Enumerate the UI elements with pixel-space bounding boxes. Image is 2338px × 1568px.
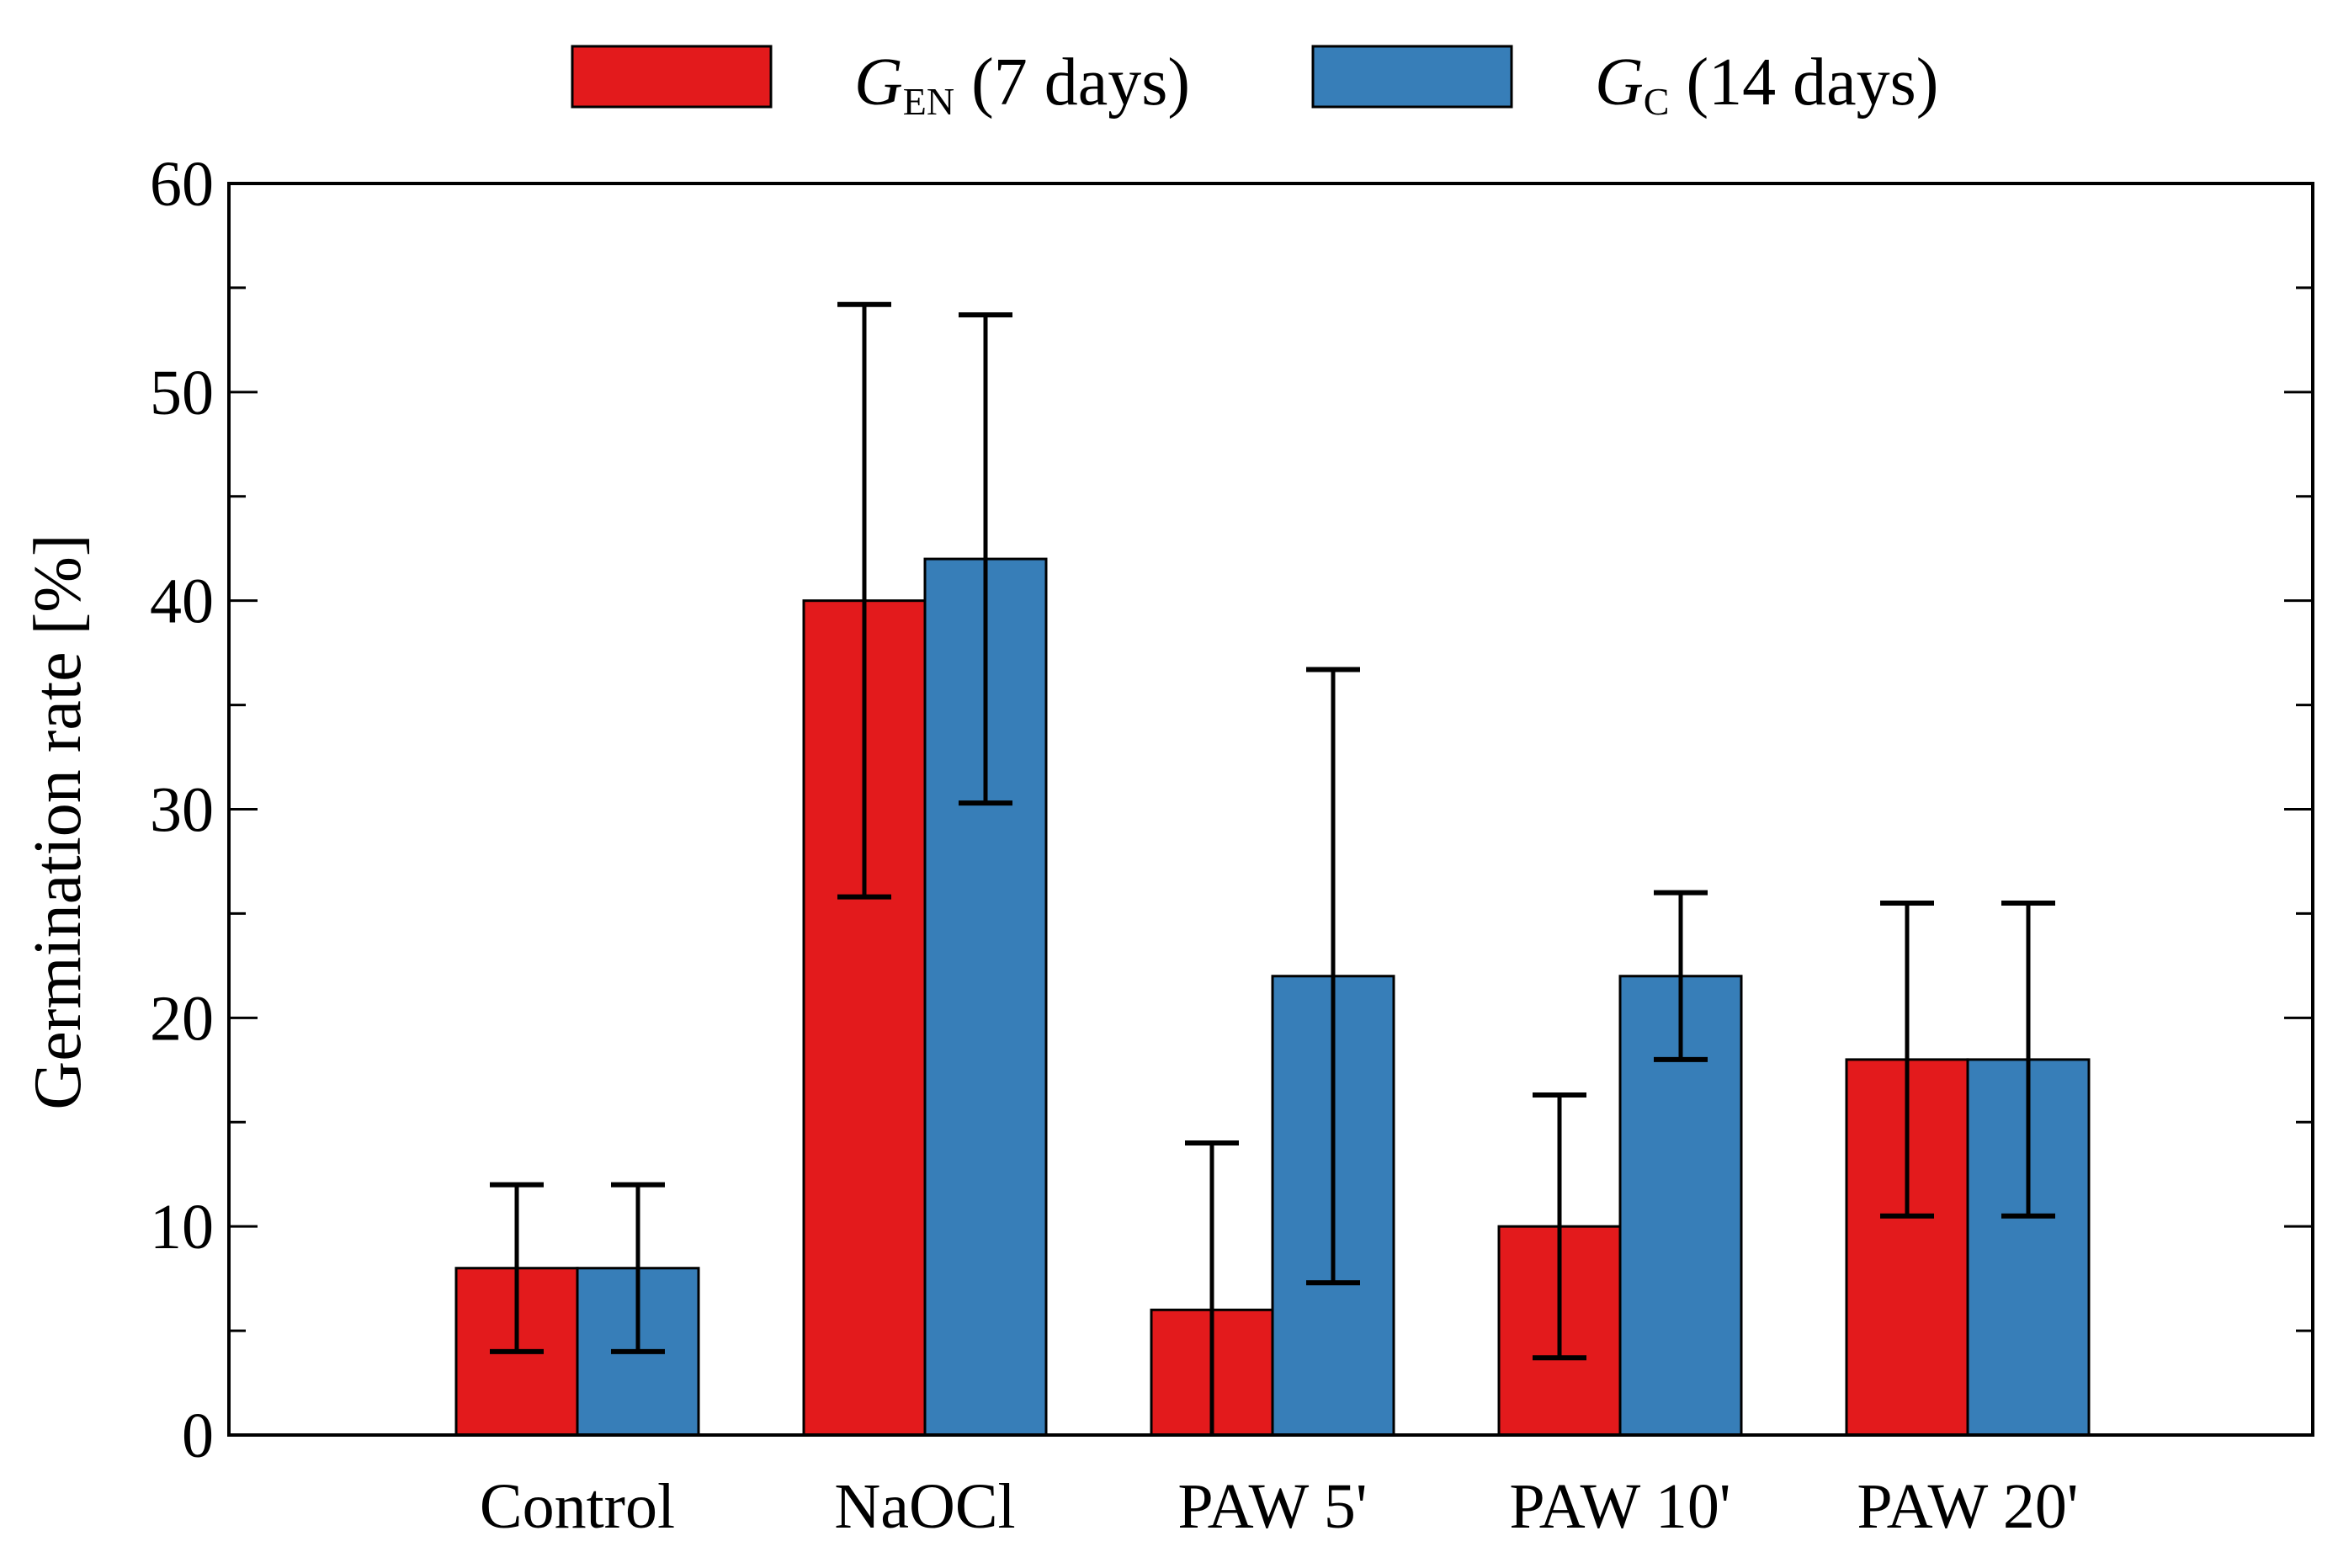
x-label-2: PAW 5' [1177, 1471, 1367, 1542]
legend-swatch-0 [571, 45, 773, 109]
y-tick-label: 50 [150, 358, 214, 428]
y-tick-label: 60 [150, 149, 214, 220]
legend-label-1: GC (14 days) [1595, 45, 1938, 123]
x-label-0: Control [480, 1471, 675, 1542]
plot-frame [227, 182, 2314, 1437]
legend-label-0: GEN (7 days) [854, 45, 1190, 123]
y-tick-labels: 0 10 20 30 40 50 60 [150, 149, 214, 1471]
x-label-3: PAW 10' [1509, 1471, 1730, 1542]
y-tick-label: 30 [150, 775, 214, 846]
bars-layer [454, 557, 2091, 1437]
error-bars-layer [490, 301, 2055, 1435]
y-tick-label: 10 [150, 1192, 214, 1262]
y-tick-label: 0 [182, 1401, 214, 1471]
legend-swatch-1 [1311, 45, 1513, 109]
y-axis-title: Germination rate [%] [21, 534, 95, 1109]
x-category-labels: Control NaOCl PAW 5' PAW 10' PAW 20' [480, 1471, 2079, 1542]
x-label-4: PAW 20' [1857, 1471, 2078, 1542]
x-label-1: NaOCl [834, 1471, 1015, 1542]
legend: GEN (7 days) GC (14 days) [571, 45, 1938, 123]
y-tick-label: 40 [150, 566, 214, 637]
y-tick-label: 20 [150, 983, 214, 1054]
